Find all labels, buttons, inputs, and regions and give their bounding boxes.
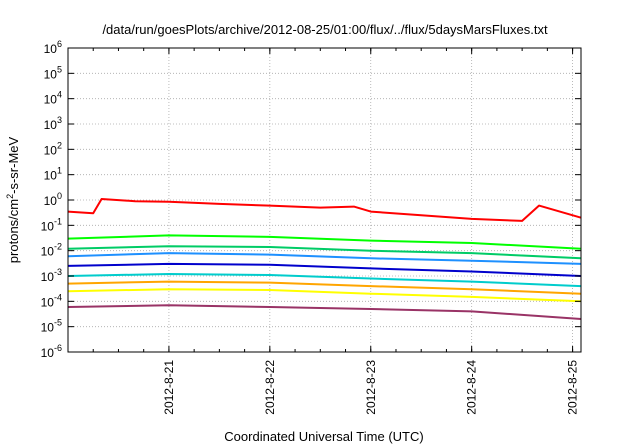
y-tick-base: 10 [41,219,55,233]
y-tick-base: 10 [44,118,58,132]
series-line-3 [67,245,582,260]
x-tick-label: 2012-8-22 [263,360,277,415]
y-tick-label: 10-4 [41,292,62,309]
y-tick-exp: -2 [54,242,62,252]
series-layer [67,198,582,320]
y-axis-title-base: protons/cm [6,199,21,263]
y-tick-exp: 3 [57,115,62,125]
y-tick-exp: -1 [54,216,62,226]
x-axis-ticks: 2012-8-21 2012-8-22 2012-8-23 2012-8-24 2012… [67,48,580,415]
y-tick-base: 10 [41,270,55,284]
chart-title: /data/run/goesPlots/archive/2012-08-25/0… [102,22,548,37]
y-tick-exp: 2 [57,140,62,150]
y-tick-exp: 5 [57,64,62,74]
y-tick-label: 105 [44,64,62,81]
series-line-4 [67,252,582,265]
y-tick-exp: -6 [54,343,62,353]
y-tick-label: 100 [44,191,62,208]
y-tick-base: 10 [44,42,58,56]
y-axis-title-exp: 2 [5,194,15,199]
y-axis-ticks: 10610510410310210110010-110-210-310-410-… [41,39,581,360]
series-line-2 [67,234,582,250]
y-tick-base: 10 [41,245,55,259]
x-axis-title: Coordinated Universal Time (UTC) [224,429,423,444]
y-tick-exp: 0 [57,191,62,201]
y-axis-title-tail: -s-sr-MeV [6,136,21,193]
x-tick-label: 2012-8-24 [465,360,479,415]
x-tick-label: 2012-8-25 [566,360,580,415]
x-tick-label: 2012-8-23 [364,360,378,415]
y-tick-label: 10-6 [41,343,62,360]
y-tick-exp: -5 [54,318,62,328]
y-tick-base: 10 [44,143,58,157]
y-tick-exp: -4 [54,292,62,302]
series-line-6 [67,273,582,288]
y-tick-base: 10 [41,295,55,309]
y-tick-base: 10 [41,346,55,360]
series-line-1 [67,198,582,222]
y-tick-label: 10-3 [41,267,62,284]
y-tick-exp: 6 [57,39,62,49]
y-tick-base: 10 [44,169,58,183]
series-line-7 [67,280,582,295]
y-tick-exp: 1 [57,166,62,176]
series-line-9 [67,304,582,320]
y-tick-base: 10 [44,67,58,81]
x-tick-label: 2012-8-21 [162,360,176,415]
y-axis-title: protons/cm2-s-sr-MeV [5,136,21,263]
y-tick-label: 10-5 [41,318,62,335]
y-tick-base: 10 [44,93,58,107]
y-tick-label: 102 [44,140,62,157]
y-tick-exp: -3 [54,267,62,277]
y-tick-label: 106 [44,39,62,56]
y-tick-base: 10 [44,194,58,208]
y-tick-label: 104 [44,90,62,107]
y-tick-label: 10-2 [41,242,62,259]
series-line-8 [67,288,582,303]
y-tick-base: 10 [41,321,55,335]
series-line-5 [67,262,582,277]
y-tick-label: 10-1 [41,216,62,233]
y-tick-label: 101 [44,166,62,183]
y-tick-exp: 4 [57,90,62,100]
y-tick-label: 103 [44,115,62,132]
